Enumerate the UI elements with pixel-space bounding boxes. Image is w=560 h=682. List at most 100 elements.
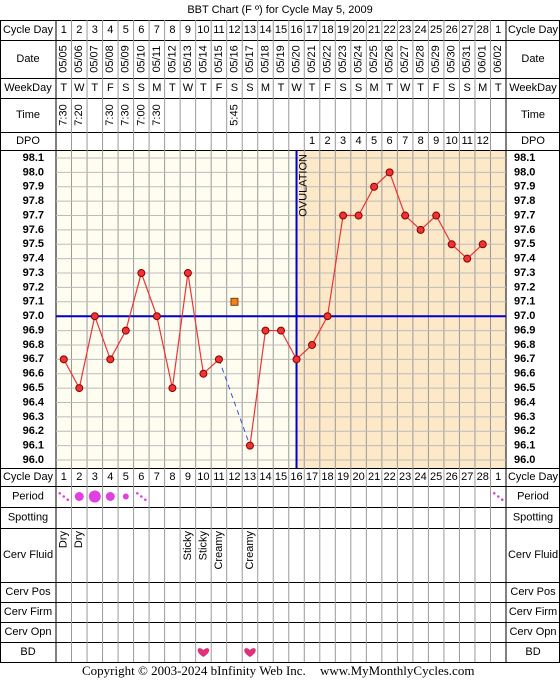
cell-text: 7:30 — [58, 104, 70, 125]
cell-text: 5 — [123, 24, 129, 36]
row-border — [0, 582, 560, 603]
cell-text: 11 — [213, 471, 224, 483]
row-label: Cerv Pos — [5, 586, 51, 598]
cell-text: 05/30 — [446, 45, 458, 73]
cell-text: 25 — [430, 24, 442, 36]
cell-text: 05/12 — [166, 45, 178, 73]
temperature-point — [463, 254, 472, 263]
cell-text: 7:30 — [151, 104, 163, 125]
cell-text: M — [478, 82, 487, 94]
row-label: Time — [16, 109, 40, 121]
cell-text: 05/21 — [306, 45, 318, 73]
cell-text: 05/19 — [275, 45, 287, 73]
cell-text: 06/02 — [492, 45, 504, 73]
cell-text: 27 — [461, 24, 473, 36]
y-tick-label: 97.8 — [514, 195, 535, 207]
row-label: BD — [20, 646, 35, 658]
cell-text: M — [152, 82, 161, 94]
cell-text: 22 — [383, 471, 395, 483]
cell-text: T — [309, 82, 316, 94]
cell-text: 14 — [259, 24, 271, 36]
cell-text: S — [246, 82, 253, 94]
temperature-point — [308, 340, 317, 349]
cell-text: M — [370, 82, 379, 94]
y-tick-label: 96.7 — [514, 353, 535, 365]
cell-text: 19 — [337, 24, 349, 36]
cell-text: T — [278, 82, 285, 94]
cell-text: 05/15 — [213, 45, 225, 73]
cell-text: 6 — [138, 471, 144, 483]
cell-text: 7 — [154, 24, 160, 36]
cell-text: 05/26 — [384, 45, 396, 73]
cell-text: Sticky — [197, 531, 209, 561]
cell-text: T — [60, 82, 67, 94]
cell-text: 15 — [275, 471, 287, 483]
cell-text: 1 — [61, 24, 67, 36]
cell-text: 05/07 — [89, 45, 101, 73]
row-label: Period — [12, 490, 44, 502]
cell-text: Creamy — [213, 531, 225, 570]
cell-text: 12 — [228, 24, 240, 36]
y-tick-label: 97.3 — [23, 267, 44, 279]
temperature-point — [432, 211, 441, 220]
cell-text: 8 — [169, 471, 175, 483]
y-tick-label: 96.9 — [23, 324, 44, 336]
cell-text: 13 — [244, 24, 256, 36]
cell-text: 05/27 — [399, 45, 411, 73]
cell-text: T — [169, 82, 176, 94]
cell-text: S — [138, 82, 145, 94]
cell-text: 3 — [92, 24, 98, 36]
row-label: Cerv Firm — [4, 606, 52, 618]
temperature-point — [385, 168, 394, 177]
y-tick-label: 96.8 — [23, 339, 44, 351]
cell-text: M — [261, 82, 270, 94]
cell-text: 2 — [324, 135, 330, 147]
y-tick-label: 97.8 — [23, 195, 44, 207]
cell-text: 8 — [169, 24, 175, 36]
cell-text: S — [122, 82, 129, 94]
cell-text: 2 — [76, 24, 82, 36]
row-label: BD — [525, 646, 540, 658]
cell-text: 8 — [418, 135, 424, 147]
cell-text: S — [339, 82, 346, 94]
row-label: DPO — [16, 135, 40, 147]
cell-text: 7:30 — [120, 104, 132, 125]
cell-text: Dry — [73, 531, 85, 549]
cell-text: 7:00 — [135, 104, 147, 125]
gap-bridge — [218, 359, 251, 446]
cell-text: 14 — [259, 471, 271, 483]
bd-heart — [244, 648, 256, 657]
y-tick-label: 97.1 — [514, 296, 535, 308]
y-tick-label: 98.0 — [23, 166, 44, 178]
cell-text: 05/24 — [352, 45, 364, 73]
y-tick-label: 97.6 — [514, 224, 535, 236]
cell-text: 4 — [107, 24, 113, 36]
cell-text: 3 — [92, 471, 98, 483]
row-label: Date — [521, 53, 544, 65]
period-dot — [58, 492, 62, 495]
cell-text: 7:30 — [104, 104, 116, 125]
cell-text: F — [107, 82, 114, 94]
cell-text: 19 — [337, 471, 349, 483]
cell-text: 11 — [461, 135, 472, 147]
period-dot — [105, 492, 115, 501]
temperature-point — [370, 182, 379, 191]
row-border — [0, 622, 560, 643]
cell-text: 23 — [399, 471, 411, 483]
row-label: WeekDay — [509, 82, 557, 94]
period-dot — [144, 498, 147, 502]
cell-text: T — [91, 82, 98, 94]
temperature-point — [121, 326, 130, 335]
cell-text: 18 — [321, 24, 333, 36]
cell-text: S — [231, 82, 238, 94]
cell-text: 05/29 — [430, 45, 442, 73]
y-tick-label: 96.0 — [514, 454, 535, 466]
temperature-point — [214, 355, 223, 364]
cell-text: 18 — [321, 471, 333, 483]
y-tick-label: 98.1 — [514, 152, 535, 164]
temperature-point — [59, 355, 68, 364]
y-tick-label: 97.6 — [23, 224, 44, 236]
y-tick-label: 97.7 — [23, 209, 44, 221]
cell-text: F — [433, 82, 440, 94]
